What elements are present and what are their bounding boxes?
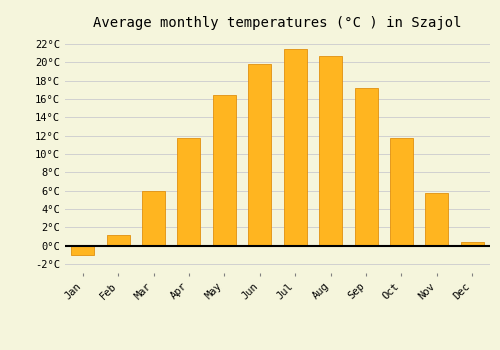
Bar	[178, 139, 201, 246]
Bar	[71, 246, 94, 255]
Bar	[248, 64, 272, 246]
Bar	[390, 139, 413, 246]
Title: Average monthly temperatures (°C ) in Szajol: Average monthly temperatures (°C ) in Sz…	[93, 16, 462, 30]
Bar	[354, 88, 378, 246]
Bar	[142, 191, 165, 246]
Bar	[213, 94, 236, 246]
Bar	[426, 193, 448, 246]
Bar	[461, 242, 484, 246]
Bar	[284, 49, 306, 246]
Bar	[106, 234, 130, 246]
Bar	[319, 56, 342, 246]
